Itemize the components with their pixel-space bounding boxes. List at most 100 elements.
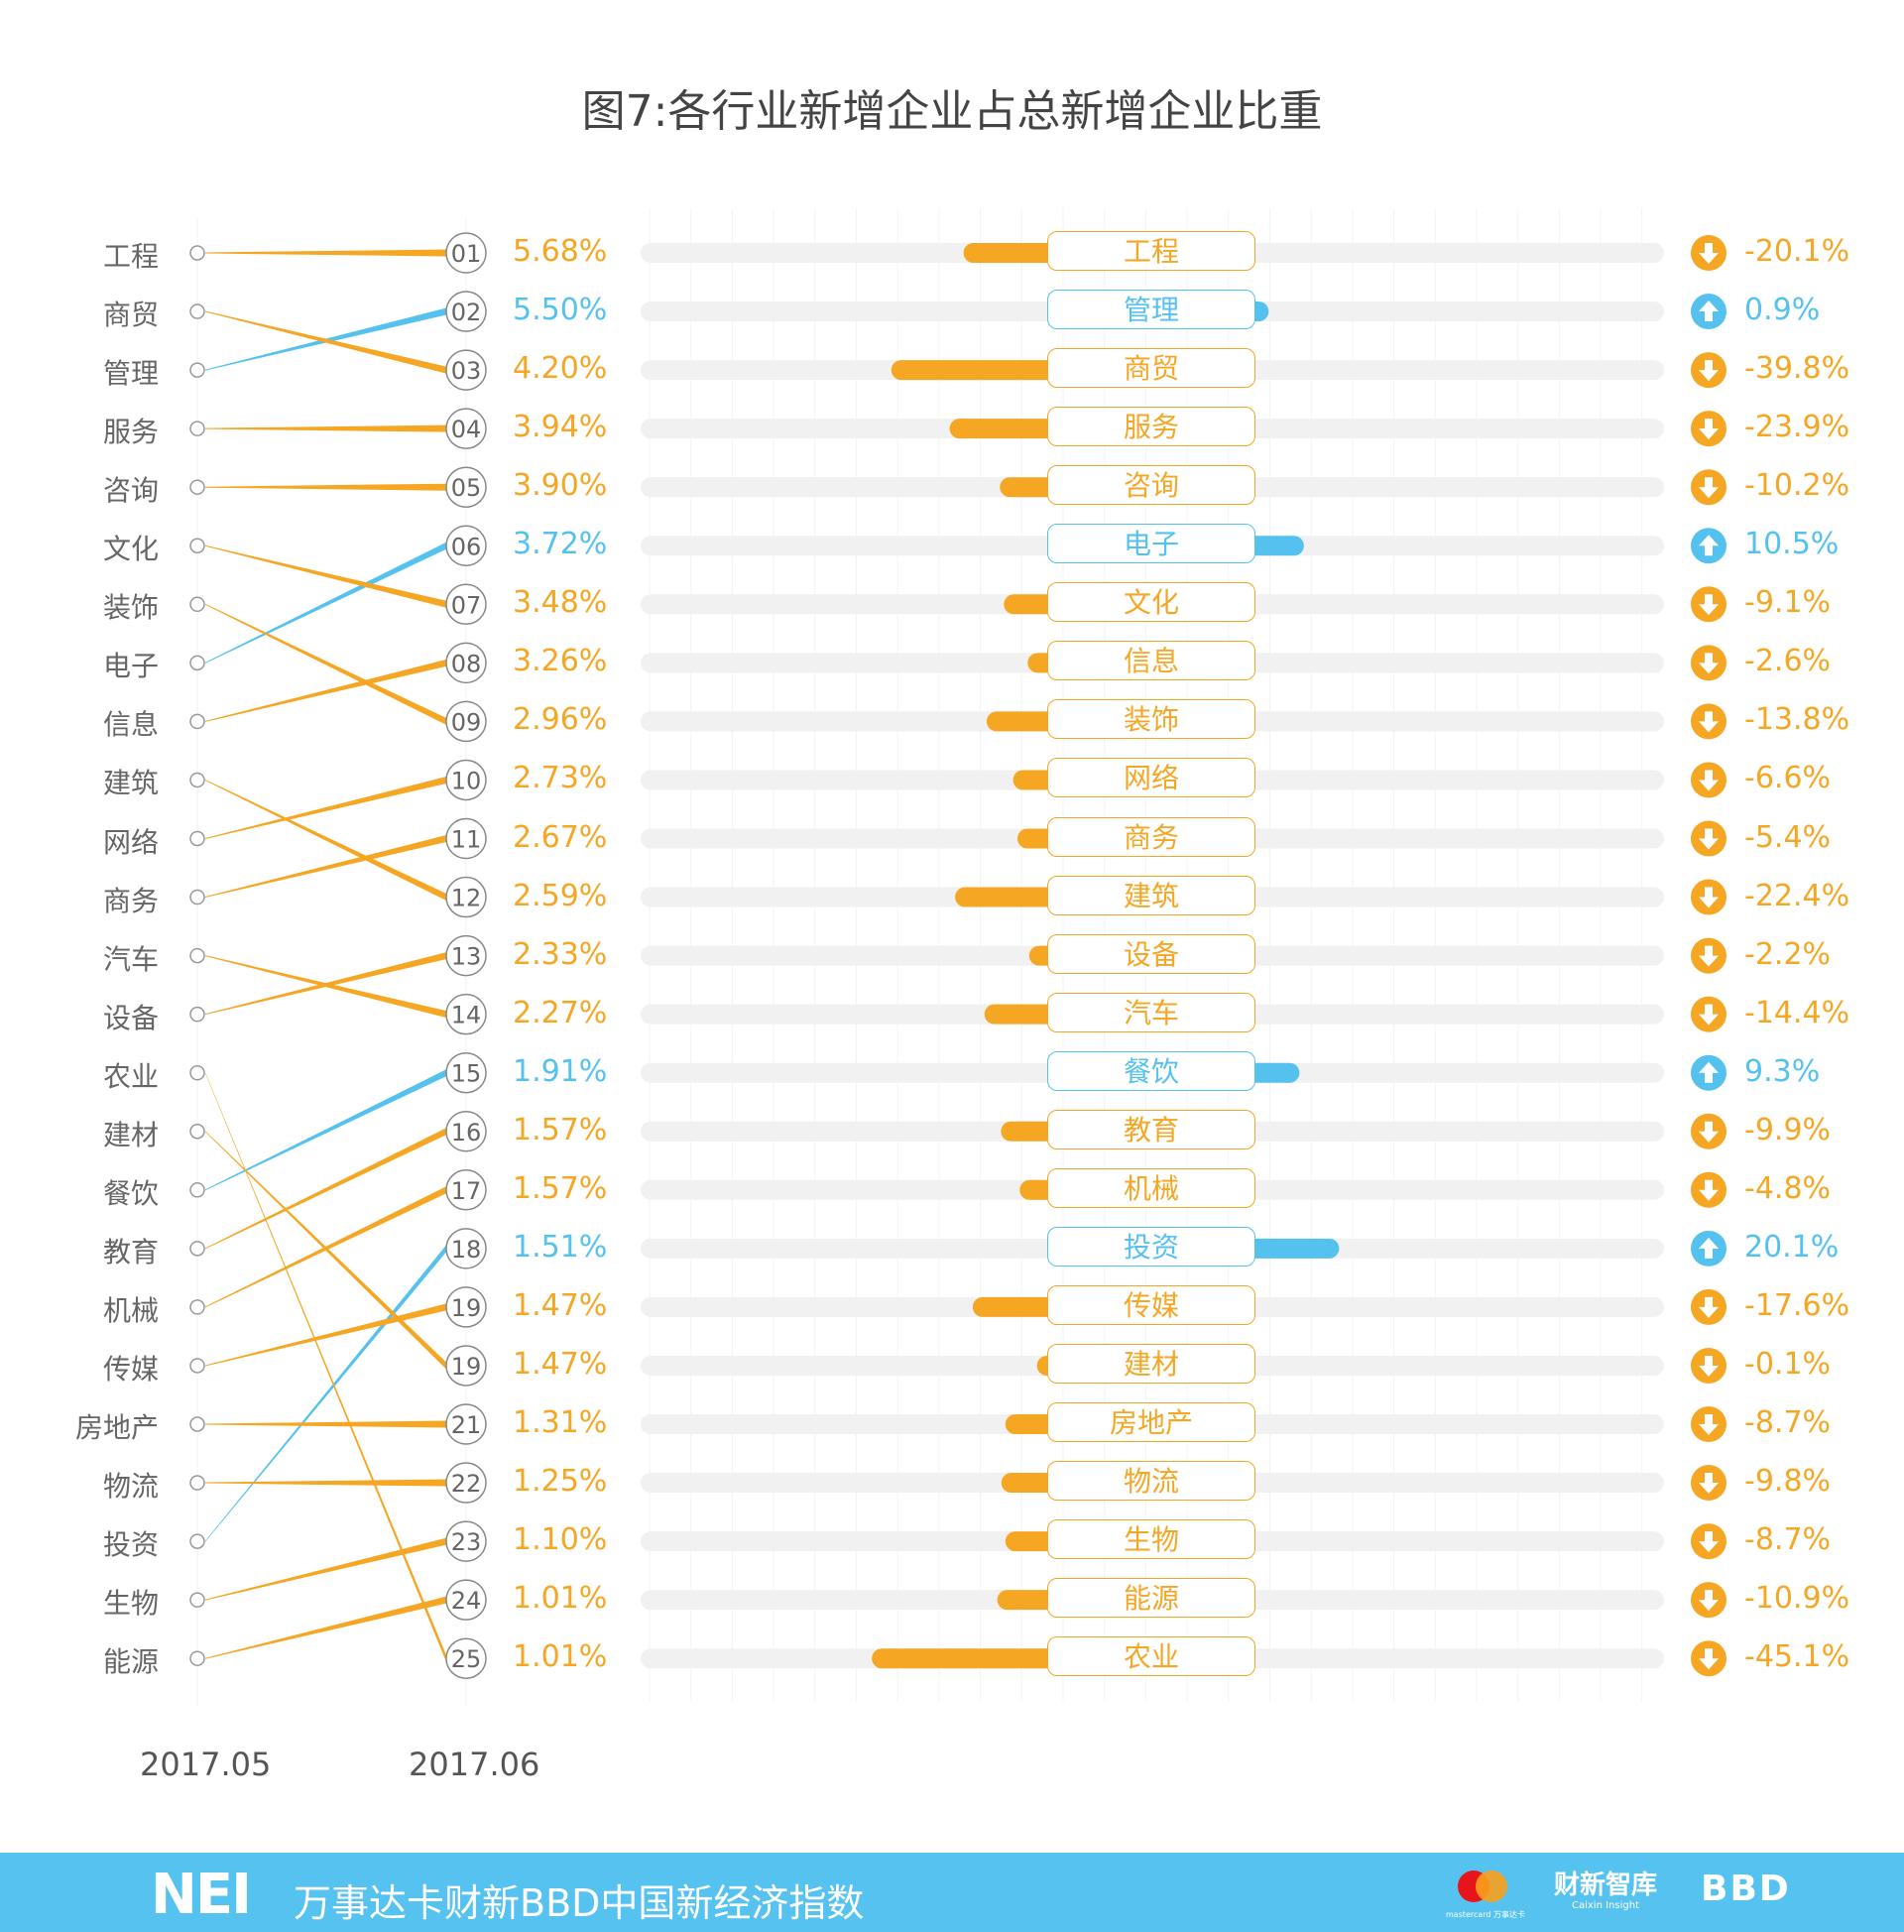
slope-line — [205, 776, 446, 839]
start-marker — [189, 1064, 205, 1081]
arrow-glyph — [1699, 1004, 1719, 1026]
share-value: 1.01% — [513, 1639, 608, 1675]
arrow-glyph — [1699, 770, 1719, 791]
start-marker — [189, 1124, 205, 1140]
left-industry-label: 管理 — [102, 357, 159, 391]
industry-label-box: 教育 — [1047, 1109, 1255, 1149]
industry-label-box: 信息 — [1047, 641, 1255, 681]
rank-circle — [445, 642, 487, 684]
left-industry-label: 网络 — [102, 825, 159, 859]
share-value: 2.33% — [513, 936, 608, 972]
arrow-glyph — [1699, 1121, 1719, 1143]
industry-label-box: 工程 — [1047, 231, 1255, 271]
rank-circle — [445, 525, 487, 566]
slope-line — [205, 310, 446, 374]
rank-number: 19 — [451, 1294, 482, 1322]
rank-number: 07 — [451, 591, 482, 619]
arrow-glyph — [1699, 535, 1719, 556]
left-industry-label: 工程 — [102, 240, 159, 273]
start-marker — [189, 245, 205, 261]
rank-circle — [445, 1520, 487, 1562]
rank-circle — [445, 408, 487, 449]
mastercard-logo — [1458, 1871, 1507, 1902]
share-value: 3.94% — [513, 410, 608, 445]
rank-circle — [445, 934, 487, 977]
slope-line — [205, 835, 446, 899]
share-value: 1.10% — [513, 1522, 608, 1558]
share-value: 3.72% — [513, 527, 608, 562]
slope-line — [205, 779, 446, 902]
rank-number: 23 — [451, 1528, 482, 1556]
start-marker — [189, 596, 205, 613]
start-marker — [189, 1416, 205, 1432]
change-bar — [997, 1590, 1057, 1611]
arrow-glyph — [1699, 1473, 1719, 1495]
left-industry-label: 信息 — [102, 708, 159, 742]
start-marker — [189, 655, 205, 671]
rank-number: 09 — [451, 708, 482, 736]
slope-line — [205, 1069, 446, 1191]
industry-label-box: 咨询 — [1047, 465, 1255, 506]
left-industry-label: 物流 — [102, 1470, 159, 1504]
share-value: 1.31% — [513, 1405, 608, 1440]
rank-number: 08 — [451, 650, 482, 677]
industry-label-box: 商务 — [1047, 816, 1255, 857]
change-value: -45.1% — [1744, 1639, 1850, 1675]
rank-circle — [445, 1286, 487, 1328]
rank-number: 16 — [451, 1119, 482, 1147]
rank-circle — [445, 993, 487, 1035]
share-value: 1.57% — [513, 1112, 608, 1147]
change-value: -9.1% — [1744, 585, 1832, 621]
change-bar — [1246, 536, 1304, 556]
rank-circle — [445, 1403, 487, 1445]
x-label-2017-05: 2017.05 — [140, 1746, 272, 1783]
change-value: -14.4% — [1744, 995, 1850, 1030]
change-bar — [949, 419, 1057, 439]
rank-circle — [445, 349, 487, 391]
start-marker — [189, 1475, 205, 1491]
mastercard-logo-text: mastercard 万事达卡 — [1445, 1910, 1526, 1919]
change-value: -9.8% — [1744, 1464, 1832, 1500]
rank-circle — [445, 1579, 487, 1621]
change-value: -5.4% — [1744, 819, 1832, 855]
arrow-glyph — [1699, 360, 1719, 382]
left-industry-label: 餐饮 — [102, 1176, 159, 1210]
start-marker — [189, 421, 205, 436]
rank-number: 15 — [451, 1060, 482, 1088]
arrow-glyph — [1699, 1531, 1719, 1553]
rank-number: 05 — [451, 474, 482, 502]
change-value: -4.8% — [1744, 1170, 1832, 1206]
share-value: 1.25% — [513, 1464, 608, 1500]
rank-circle — [445, 876, 487, 918]
rank-number: 19 — [451, 1353, 482, 1381]
start-marker — [189, 713, 205, 730]
rank-circle — [445, 232, 487, 274]
start-marker — [189, 1650, 205, 1666]
change-value: 20.1% — [1744, 1229, 1840, 1265]
arrow-glyph — [1699, 711, 1719, 733]
change-bar — [1005, 1531, 1057, 1552]
start-marker — [189, 1592, 205, 1608]
arrow-glyph — [1699, 477, 1719, 499]
rank-circle — [445, 466, 487, 508]
slope-line — [205, 249, 446, 257]
rank-circle — [445, 583, 487, 626]
change-bar — [1004, 594, 1057, 615]
left-industry-label: 建筑 — [102, 767, 159, 800]
slope-line — [205, 659, 446, 722]
change-value: -8.7% — [1744, 1522, 1832, 1558]
change-bar — [1001, 1121, 1057, 1142]
rank-circle — [445, 291, 487, 332]
rank-number: 02 — [451, 299, 482, 326]
change-value: 0.9% — [1744, 293, 1821, 328]
left-industry-label: 电子 — [102, 650, 159, 683]
industry-label-box: 文化 — [1047, 582, 1255, 623]
industry-label-box: 建材 — [1047, 1343, 1255, 1384]
start-marker — [189, 303, 205, 319]
rank-circle — [445, 817, 487, 860]
start-marker — [189, 1006, 205, 1023]
change-bar — [1000, 477, 1057, 498]
nei-logo: NEI — [151, 1863, 252, 1927]
chart-title: 图7:各行业新增企业占总新增企业比重 — [581, 86, 1323, 137]
rank-circle — [445, 1228, 487, 1269]
